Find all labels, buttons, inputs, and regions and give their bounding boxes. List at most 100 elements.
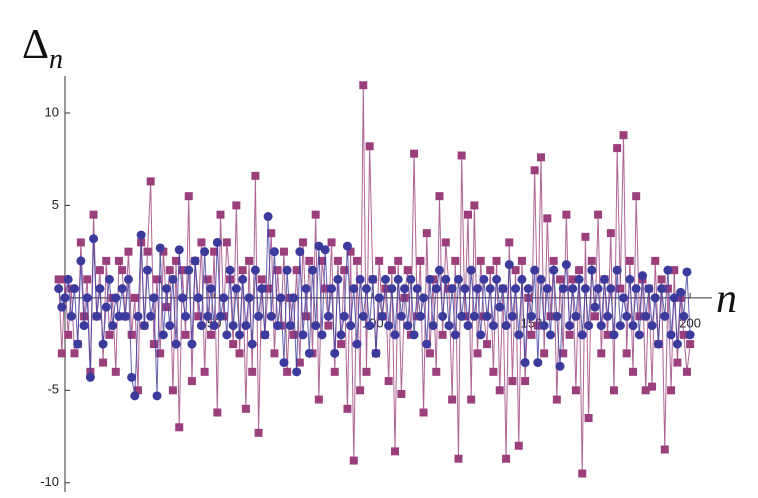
circle-marker bbox=[609, 330, 619, 340]
circle-marker bbox=[676, 287, 686, 297]
circle-marker bbox=[177, 293, 187, 303]
square-marker bbox=[232, 201, 241, 210]
square-marker bbox=[337, 340, 346, 349]
circle-marker bbox=[139, 321, 149, 331]
square-marker bbox=[178, 266, 187, 275]
square-marker bbox=[527, 330, 536, 339]
y-tick-label: 10 bbox=[45, 104, 59, 119]
square-marker bbox=[130, 293, 139, 302]
circle-marker bbox=[622, 311, 632, 321]
circle-marker bbox=[349, 284, 359, 294]
circle-marker bbox=[384, 321, 394, 331]
circle-marker bbox=[520, 358, 530, 368]
square-marker bbox=[302, 312, 311, 321]
circle-marker bbox=[127, 372, 137, 382]
square-marker bbox=[133, 386, 142, 395]
circle-marker bbox=[558, 284, 568, 294]
circle-marker bbox=[66, 311, 76, 321]
square-marker bbox=[517, 256, 526, 265]
circle-marker bbox=[612, 265, 622, 275]
circle-marker bbox=[565, 321, 575, 331]
circle-marker bbox=[415, 311, 425, 321]
circle-marker bbox=[120, 311, 130, 321]
square-marker bbox=[352, 256, 361, 265]
square-marker bbox=[581, 232, 590, 241]
circle-marker bbox=[276, 293, 286, 303]
circle-marker bbox=[419, 293, 429, 303]
square-marker bbox=[200, 367, 209, 376]
square-marker bbox=[400, 293, 409, 302]
square-marker bbox=[54, 275, 63, 284]
circle-marker bbox=[146, 311, 156, 321]
circle-marker bbox=[517, 274, 527, 284]
square-marker bbox=[124, 247, 133, 256]
circle-marker bbox=[571, 311, 581, 321]
square-marker bbox=[279, 247, 288, 256]
circle-marker bbox=[476, 330, 486, 340]
circle-marker bbox=[374, 293, 384, 303]
circle-marker bbox=[162, 284, 172, 294]
square-marker bbox=[264, 284, 273, 293]
circle-marker bbox=[682, 267, 692, 277]
circle-marker bbox=[181, 311, 191, 321]
circle-marker bbox=[396, 311, 406, 321]
square-marker bbox=[340, 266, 349, 275]
circle-marker bbox=[54, 284, 64, 294]
square-marker bbox=[213, 408, 222, 417]
square-marker bbox=[682, 367, 691, 376]
circle-marker bbox=[381, 274, 390, 284]
circle-marker bbox=[295, 247, 305, 257]
square-marker bbox=[365, 142, 374, 151]
circle-marker bbox=[542, 284, 552, 294]
circle-marker bbox=[285, 321, 295, 331]
square-marker bbox=[622, 349, 631, 358]
circle-marker bbox=[650, 293, 660, 303]
circle-marker bbox=[679, 311, 689, 321]
circle-marker bbox=[466, 265, 476, 275]
circle-marker bbox=[89, 234, 99, 244]
square-marker bbox=[375, 256, 384, 265]
circle-marker bbox=[377, 311, 387, 321]
square-marker bbox=[686, 340, 695, 349]
square-marker bbox=[651, 256, 660, 265]
square-marker bbox=[425, 349, 434, 358]
circle-marker bbox=[117, 284, 127, 294]
circle-marker bbox=[663, 265, 673, 275]
circle-marker bbox=[282, 265, 292, 275]
square-marker bbox=[114, 256, 123, 265]
square-marker bbox=[394, 256, 403, 265]
x-axis-label: n bbox=[716, 276, 737, 322]
circle-marker bbox=[422, 339, 432, 349]
square-marker bbox=[543, 214, 552, 223]
circle-marker bbox=[209, 321, 219, 331]
square-marker bbox=[203, 275, 212, 284]
circle-marker bbox=[390, 330, 400, 340]
circle-marker bbox=[358, 311, 368, 321]
circle-marker bbox=[444, 321, 454, 331]
circle-marker bbox=[644, 284, 654, 294]
square-marker bbox=[381, 284, 390, 293]
circle-marker bbox=[615, 321, 625, 331]
circle-marker bbox=[266, 311, 276, 321]
circle-marker bbox=[387, 284, 397, 294]
circle-marker bbox=[539, 321, 549, 331]
circle-marker bbox=[136, 230, 146, 240]
square-marker bbox=[343, 404, 352, 413]
square-marker bbox=[165, 266, 174, 275]
square-marker bbox=[356, 386, 365, 395]
circle-marker bbox=[546, 330, 556, 340]
square-marker bbox=[410, 149, 419, 158]
square-marker bbox=[95, 266, 104, 275]
circle-marker bbox=[533, 358, 543, 368]
square-marker bbox=[149, 340, 158, 349]
square-marker bbox=[143, 247, 152, 256]
square-marker bbox=[562, 210, 571, 219]
circle-marker bbox=[219, 293, 229, 303]
circle-marker bbox=[196, 321, 206, 331]
square-marker bbox=[540, 349, 549, 358]
square-marker bbox=[597, 349, 606, 358]
circle-marker bbox=[235, 330, 245, 340]
circle-marker bbox=[628, 321, 638, 331]
circle-marker bbox=[603, 311, 613, 321]
square-marker bbox=[454, 454, 463, 463]
